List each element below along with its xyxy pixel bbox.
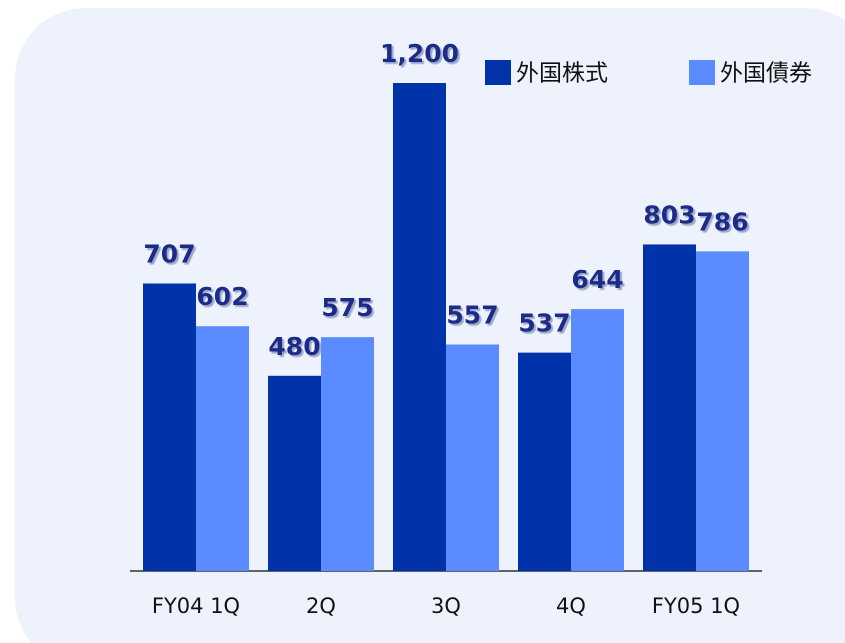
bar xyxy=(196,326,249,571)
legend-swatch xyxy=(689,60,715,85)
value-label: 575 xyxy=(321,293,373,322)
value-label: 786 xyxy=(696,207,748,236)
bar xyxy=(268,375,321,571)
legend-label: 外国株式 xyxy=(516,61,608,87)
bar xyxy=(696,251,749,572)
value-label: 1,200 xyxy=(380,39,459,68)
bar xyxy=(643,244,696,572)
x-tick-label: 2Q xyxy=(306,594,336,618)
value-label: 644 xyxy=(571,265,623,294)
value-label: 537 xyxy=(518,309,570,338)
x-tick-label: FY05 1Q xyxy=(652,594,740,618)
bar xyxy=(571,309,624,571)
x-tick-label: FY04 1Q xyxy=(152,594,240,618)
bar xyxy=(393,83,446,571)
x-tick-label: 3Q xyxy=(431,594,461,618)
legend-label: 外国債券 xyxy=(720,61,812,87)
x-tick-label: 4Q xyxy=(556,594,586,618)
bar xyxy=(446,344,499,571)
bar xyxy=(143,283,196,571)
value-label: 480 xyxy=(268,332,320,361)
bar xyxy=(518,352,571,571)
bar xyxy=(321,337,374,571)
value-label: 707 xyxy=(143,239,195,268)
value-label: 803 xyxy=(643,200,695,229)
value-label: 602 xyxy=(196,282,248,311)
value-label: 557 xyxy=(446,300,498,329)
legend-swatch xyxy=(485,60,511,85)
